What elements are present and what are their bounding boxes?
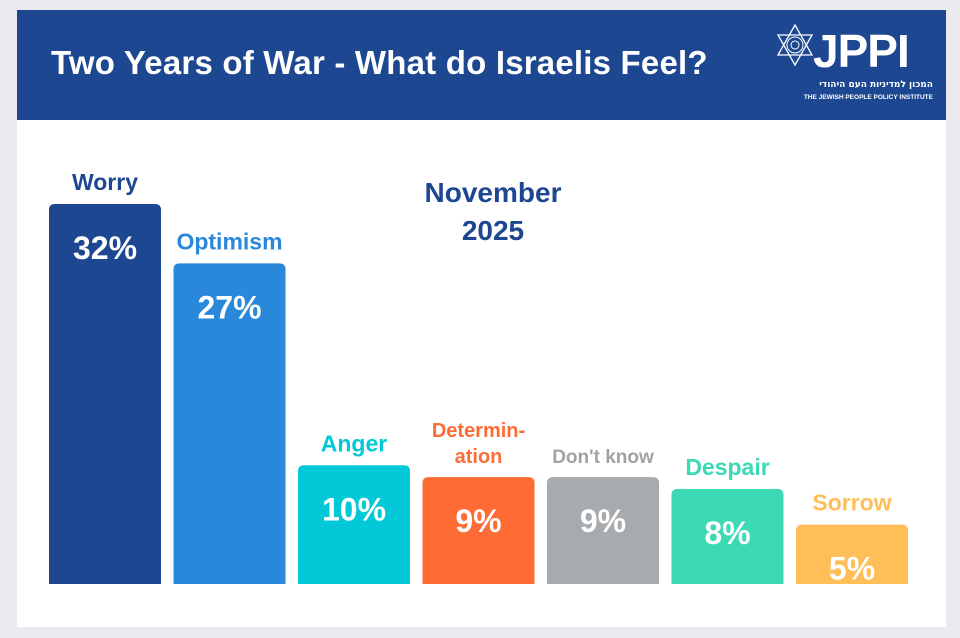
logo-wordmark: JPPI xyxy=(813,25,910,77)
subtitle-line-month: November xyxy=(424,177,562,208)
category-label-sorrow: Sorrow xyxy=(812,490,891,516)
subtitle-line-year: 2025 xyxy=(461,215,525,246)
bar-worry xyxy=(49,204,161,584)
category-label-optimism: Optimism xyxy=(176,228,282,254)
jppi-logo: JPPI המכון למדיניות העם היהודי THE JEWIS… xyxy=(775,22,935,112)
value-label-sorrow: 5% xyxy=(829,551,875,587)
value-label-determination: 9% xyxy=(455,503,501,539)
value-label-don-t-know: 9% xyxy=(580,503,626,539)
bar-don-t-know xyxy=(547,477,659,584)
value-label-optimism: 27% xyxy=(197,289,261,325)
logo-hebrew-text: המכון למדיניות העם היהודי xyxy=(819,80,933,90)
bar-anger xyxy=(298,465,410,584)
category-label-worry: Worry xyxy=(72,169,138,195)
category-label-determination-line-2: ation xyxy=(455,446,503,468)
category-label-anger: Anger xyxy=(321,430,388,456)
category-label-despair: Despair xyxy=(685,454,769,480)
bar-sorrow xyxy=(796,524,908,584)
value-label-worry: 32% xyxy=(73,230,137,266)
logo-english-text: THE JEWISH PEOPLE POLICY INSTITUTE xyxy=(803,94,933,101)
value-label-despair: 8% xyxy=(704,515,750,551)
category-label-determination-line-1: Determin- xyxy=(432,420,525,442)
star-of-david-icon xyxy=(776,23,814,67)
bar-determination xyxy=(422,477,535,584)
chart-card: Two Years of War - What do Israelis Feel… xyxy=(17,10,946,627)
bar-optimism xyxy=(173,263,286,584)
bar-chart: 32% Worry 27% Optimism 10% Anger 9% Determin-at… xyxy=(49,169,908,587)
bar-despair xyxy=(671,489,784,584)
chart-title: Two Years of War - What do Israelis Feel… xyxy=(51,44,708,81)
chart-subtitle: November 2025 xyxy=(393,174,593,250)
category-label-don-t-know: Don't know xyxy=(552,447,654,468)
header-banner: Two Years of War - What do Israelis Feel… xyxy=(17,10,946,120)
value-label-anger: 10% xyxy=(322,491,386,527)
